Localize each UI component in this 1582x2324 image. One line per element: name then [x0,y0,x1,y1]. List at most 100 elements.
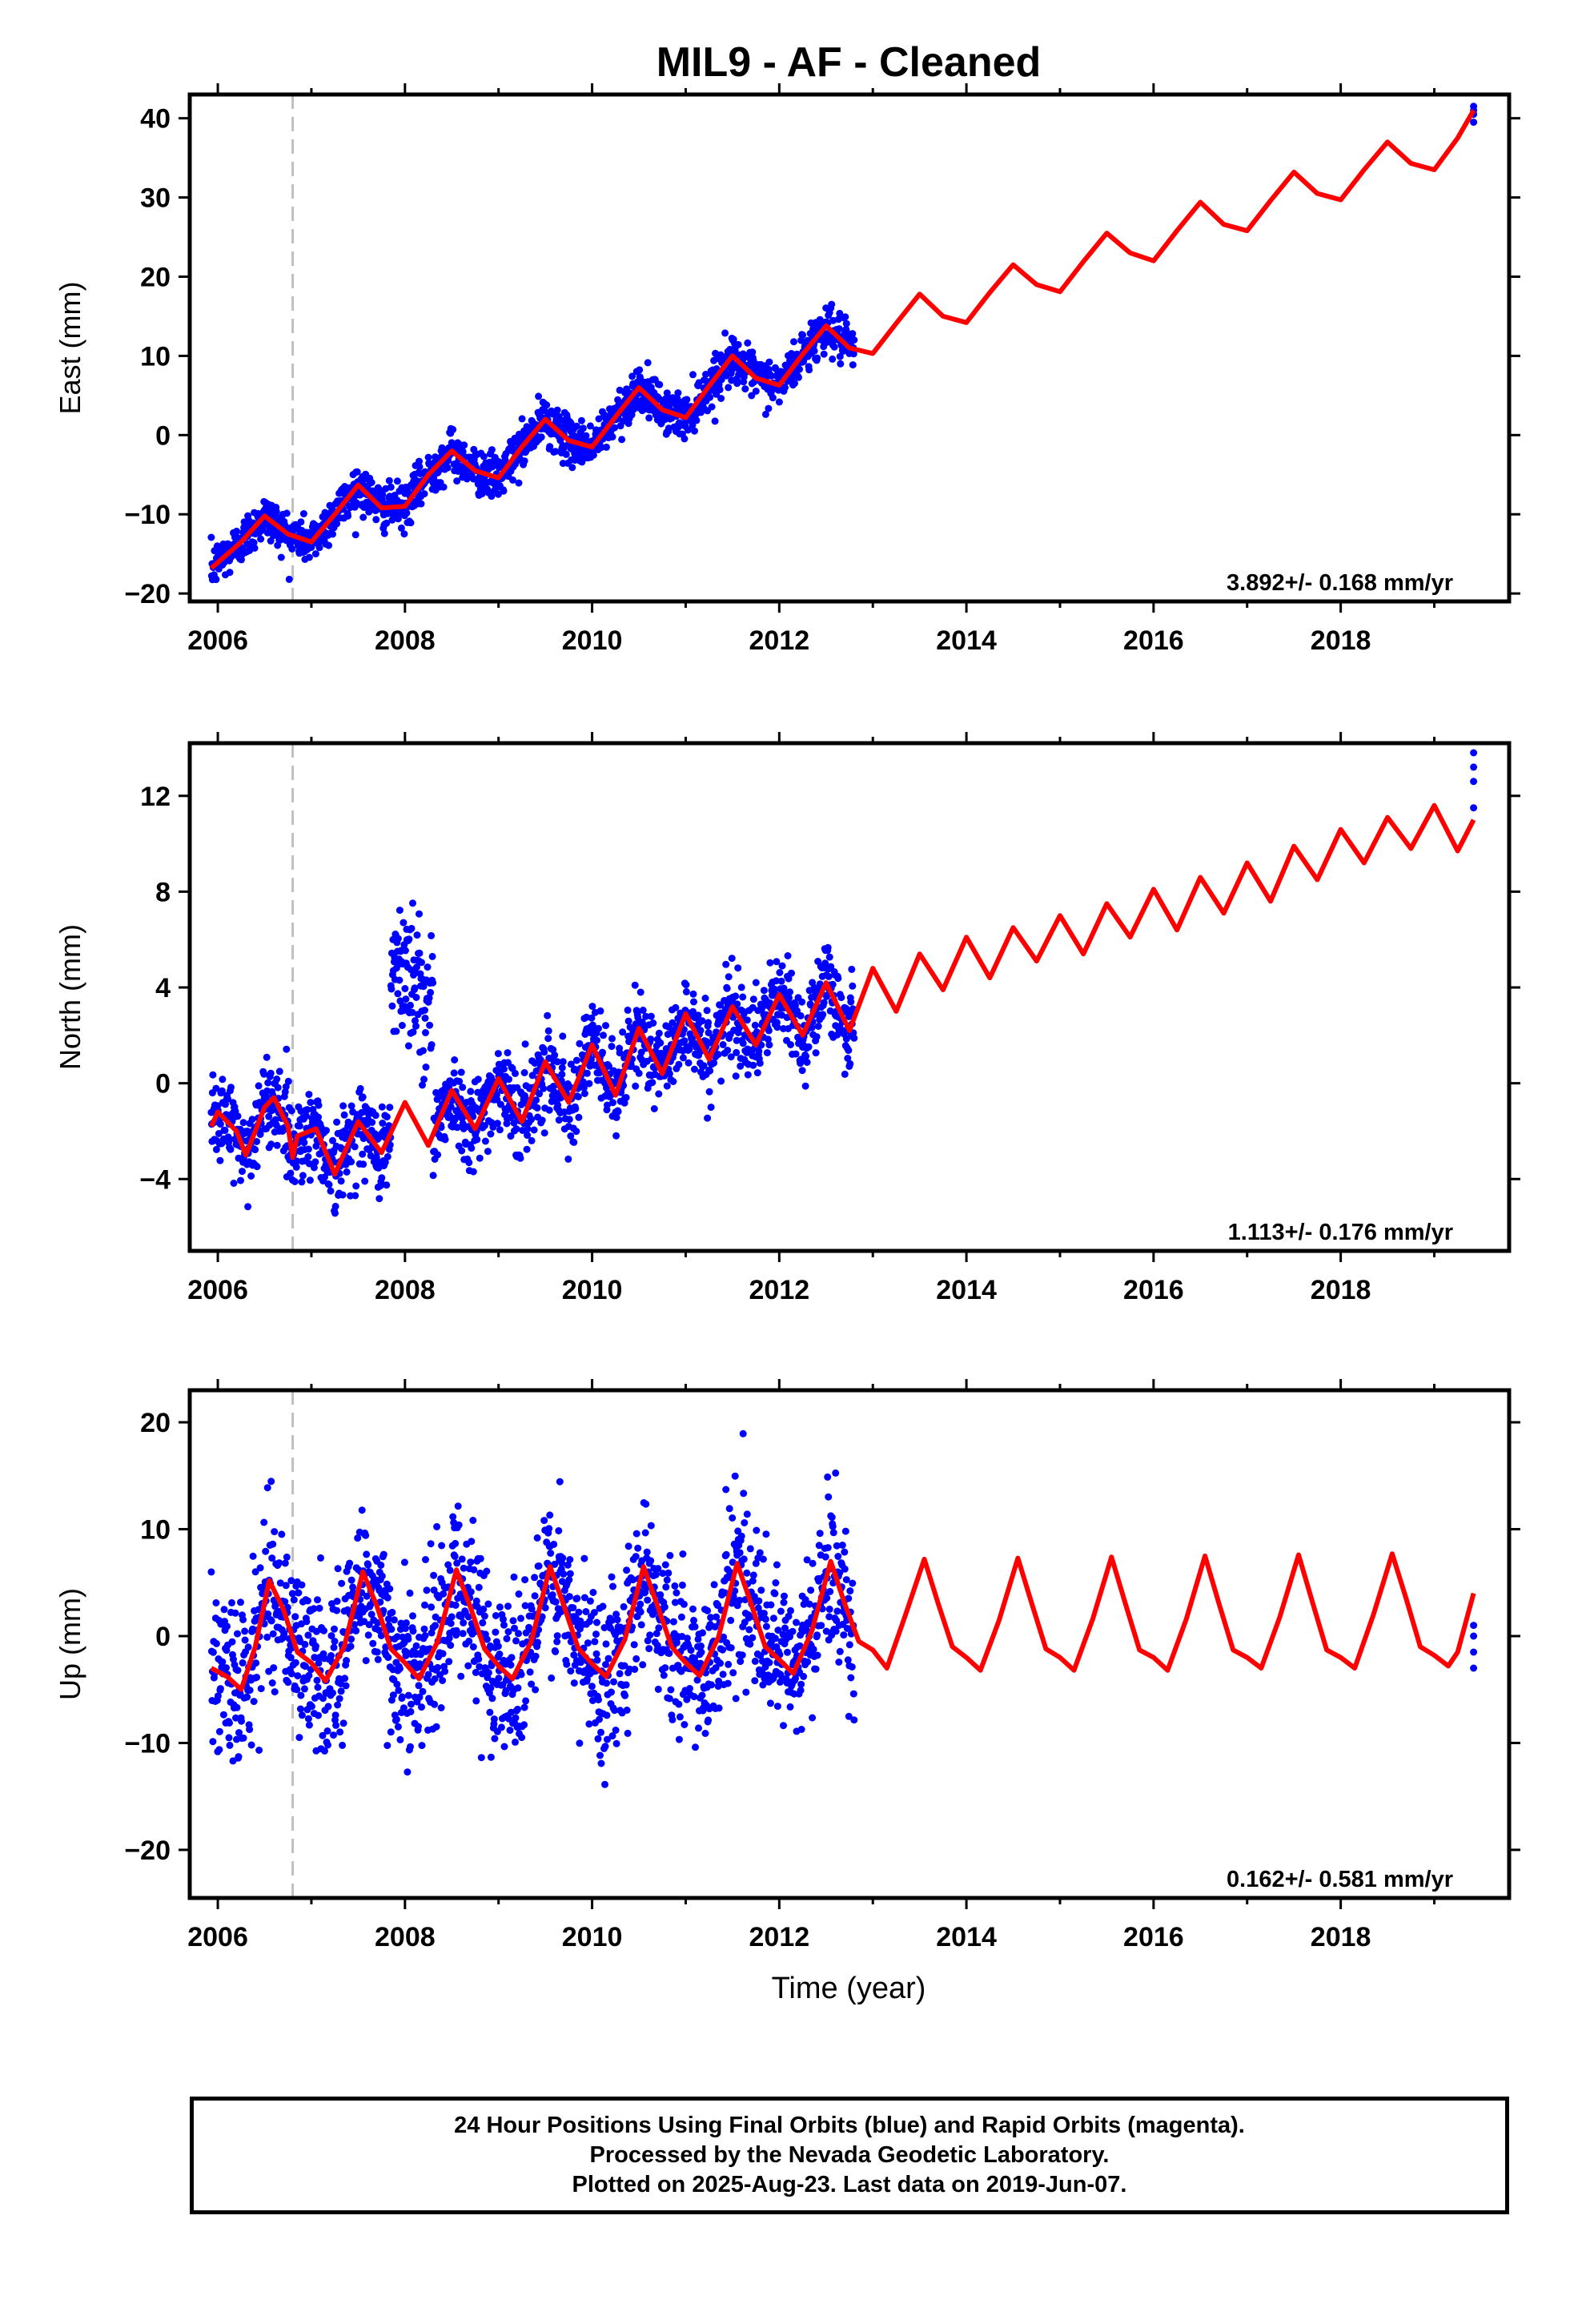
data-point [675,1735,683,1743]
data-point [636,988,644,996]
data-point [517,1614,524,1622]
data-point [239,1168,246,1176]
data-point [294,1672,302,1680]
data-point [385,476,393,485]
data-point [540,1517,548,1525]
data-point [429,1172,437,1180]
data-point [784,952,792,959]
data-point [608,433,616,441]
data-point [719,1671,727,1679]
data-point [593,1656,601,1664]
y-tick-label: 20 [140,262,171,292]
data-point [305,1160,313,1168]
data-point [479,1618,487,1626]
data-point [553,406,561,414]
data-point [367,479,375,486]
data-point [789,1627,797,1635]
data-point [792,1050,800,1058]
data-point [260,1070,268,1078]
data-point [274,541,282,549]
data-point [765,1041,773,1049]
data-point [656,380,664,388]
data-point [323,1127,330,1135]
data-point [409,899,416,907]
data-point [725,973,733,981]
data-point [836,1647,844,1655]
data-point [428,1603,436,1611]
data-point [394,935,402,943]
data-point [412,1022,420,1030]
chart-title: MIL9 - AF - Cleaned [656,39,1042,86]
data-point [224,1095,231,1103]
data-point [752,979,760,987]
data-point [478,490,486,497]
data-point [579,424,587,432]
data-point [324,1741,331,1749]
data-point [608,1035,616,1043]
data-point [823,1594,831,1602]
data-point [268,1679,276,1687]
data-point [689,1605,697,1613]
data-point [780,1598,788,1606]
x-tick-label: 2010 [562,1275,623,1305]
data-point [339,1102,347,1110]
data-point [313,1676,321,1684]
data-point [706,1067,714,1075]
data-point [496,1603,504,1611]
data-point [343,1168,351,1176]
data-point [343,1657,351,1664]
data-point [269,1540,277,1548]
data-point [329,530,336,538]
data-point [624,1017,632,1025]
data-point [293,1686,301,1694]
data-point [563,1660,571,1668]
data-point [832,1469,840,1477]
data-point [559,1554,567,1562]
data-point [474,1076,482,1084]
data-point [284,1077,292,1085]
data-point [772,1579,780,1586]
data-point [572,1056,580,1064]
data-point [488,1695,496,1703]
data-point [705,1019,713,1027]
data-point [771,1590,779,1598]
data-point [420,1047,427,1055]
data-point [272,508,280,516]
data-point [304,1153,312,1160]
data-point [813,1033,821,1041]
data-point [740,1490,748,1498]
data-point [415,1682,423,1690]
data-point [642,1500,650,1508]
data-point [609,1582,616,1590]
data-point [734,378,742,386]
data-point [567,420,575,428]
data-point [755,1597,763,1605]
data-point [351,1192,359,1200]
data-point [544,1027,552,1035]
data-point [632,1553,640,1561]
y-tick-label: 8 [155,877,171,907]
data-point [595,1024,602,1032]
data-point [805,366,813,374]
data-point [740,1555,748,1563]
model-line [209,109,1476,570]
data-point [297,1691,305,1699]
data-point [708,403,716,411]
data-point [374,1655,382,1663]
data-point [738,1651,746,1659]
data-point [685,1059,693,1067]
data-point [383,1594,391,1602]
data-point [212,576,220,584]
data-point [550,1540,558,1548]
data-point [841,1527,849,1535]
data-point [608,1043,616,1051]
data-point [791,380,798,388]
data-point [734,964,742,972]
data-point [729,1669,737,1677]
data-point [428,931,436,939]
data-point [751,1657,759,1665]
data-point [632,1655,640,1663]
data-point [704,1114,712,1122]
data-point [841,313,849,321]
data-point [781,384,789,392]
